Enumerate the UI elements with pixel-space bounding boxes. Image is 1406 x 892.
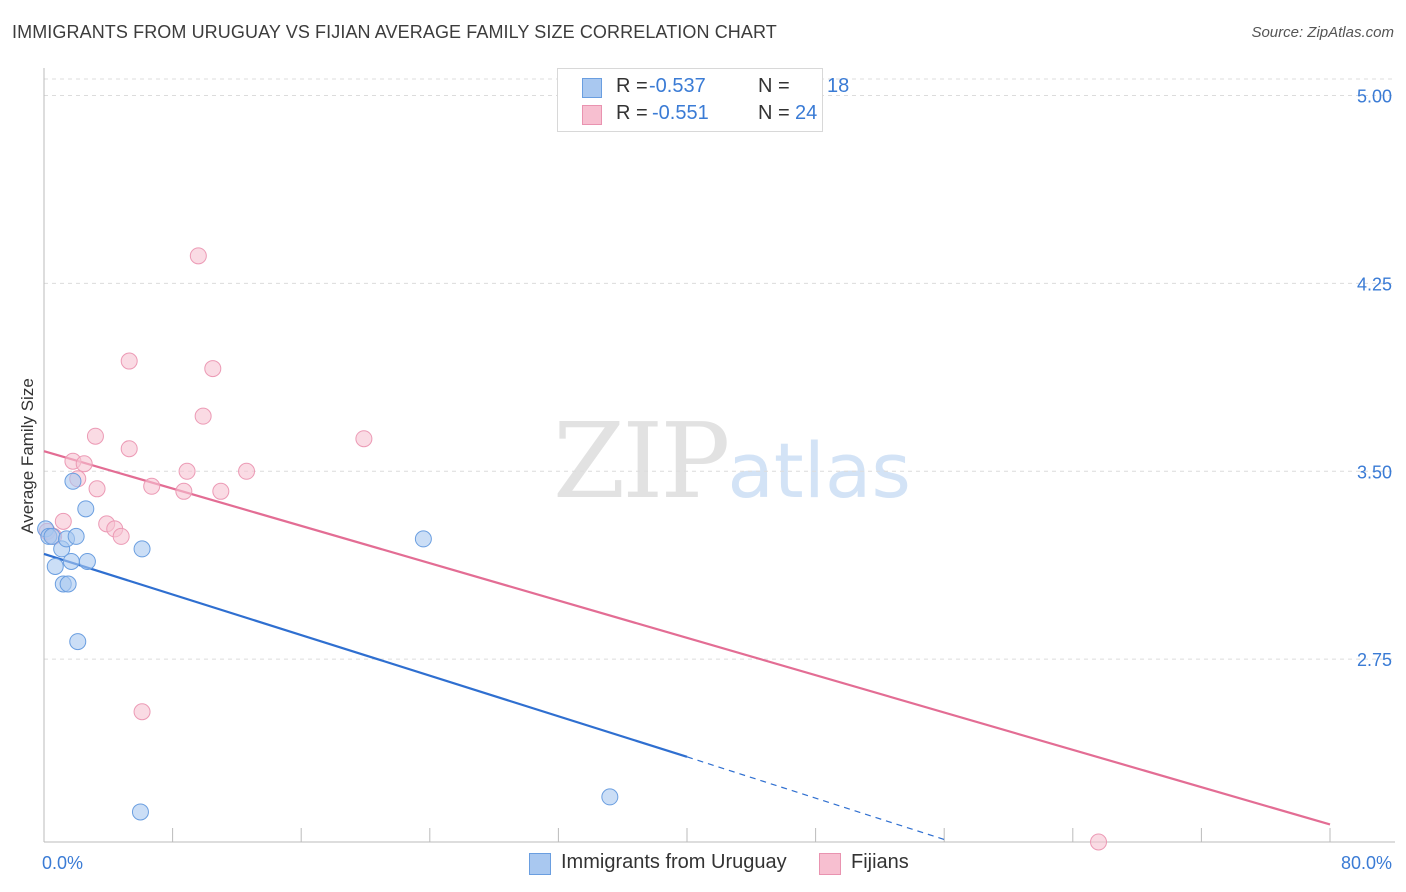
point-fijians xyxy=(204,360,222,378)
bottom-legend-swatch-uruguay xyxy=(529,853,551,875)
point-uruguay xyxy=(59,575,77,593)
point-fijians xyxy=(1090,833,1108,851)
bottom-legend-label-fijians: Fijians xyxy=(851,851,909,873)
trendline-fijians xyxy=(43,450,1331,826)
point-fijians xyxy=(355,430,373,448)
source-label: Source: ZipAtlas.com xyxy=(1251,24,1394,41)
point-fijians xyxy=(194,407,212,425)
point-fijians xyxy=(86,427,104,445)
legend-r-label: R = xyxy=(616,102,648,124)
point-fijians xyxy=(88,480,106,498)
point-uruguay xyxy=(414,530,432,548)
trendline-uruguay xyxy=(43,552,688,758)
legend-r-value: -0.551 xyxy=(652,102,709,124)
legend-swatch-fijians xyxy=(582,105,602,125)
watermark-zip: ZIP xyxy=(553,400,730,522)
point-fijians xyxy=(120,352,138,370)
chart-title: IMMIGRANTS FROM URUGUAY VS FIJIAN AVERAG… xyxy=(12,22,777,42)
point-fijians xyxy=(143,477,161,495)
legend-n-label: N = xyxy=(758,75,790,97)
x-tick-label: 80.0% xyxy=(1341,853,1392,873)
watermark: ZIPatlas xyxy=(553,400,911,522)
point-fijians xyxy=(112,527,130,545)
y-tick-label: 2.75 xyxy=(1357,650,1392,670)
x-tick-label: 0.0% xyxy=(42,853,83,873)
legend-swatch-uruguay xyxy=(582,78,602,98)
point-uruguay xyxy=(133,540,151,558)
watermark-atlas: atlas xyxy=(727,426,911,515)
point-uruguay xyxy=(62,552,80,570)
bottom-legend-swatch-fijians xyxy=(819,853,841,875)
trendline-uruguay-extension xyxy=(686,756,945,841)
point-uruguay xyxy=(601,788,619,806)
point-uruguay xyxy=(46,557,64,575)
point-uruguay xyxy=(77,500,95,518)
y-tick-label: 4.25 xyxy=(1357,274,1392,294)
bottom-legend-label-uruguay: Immigrants from Uruguay xyxy=(561,851,787,873)
point-uruguay xyxy=(78,552,96,570)
point-fijians xyxy=(75,455,93,473)
legend-r-value: -0.537 xyxy=(649,75,706,97)
point-fijians xyxy=(189,247,207,265)
point-fijians xyxy=(178,462,196,480)
point-uruguay xyxy=(131,803,149,821)
point-uruguay xyxy=(67,527,85,545)
y-tick-label: 3.50 xyxy=(1357,462,1392,482)
point-fijians xyxy=(54,512,72,530)
point-uruguay xyxy=(69,633,87,651)
stats-legend: R = -0.537 N = 18 R = -0.551 N = 24 xyxy=(557,68,849,132)
point-uruguay xyxy=(64,472,82,490)
point-fijians xyxy=(120,440,138,458)
point-fijians xyxy=(175,482,193,500)
y-axis-label: Average Family Size xyxy=(18,378,37,534)
point-fijians xyxy=(212,482,230,500)
legend-r-label: R = xyxy=(616,75,648,97)
point-fijians xyxy=(238,462,256,480)
legend-n-value: 24 xyxy=(795,102,818,124)
legend-n-label: N = xyxy=(758,102,790,124)
point-fijians xyxy=(133,703,151,721)
y-tick-label: 5.00 xyxy=(1357,87,1392,107)
legend-n-value: 18 xyxy=(827,75,850,97)
